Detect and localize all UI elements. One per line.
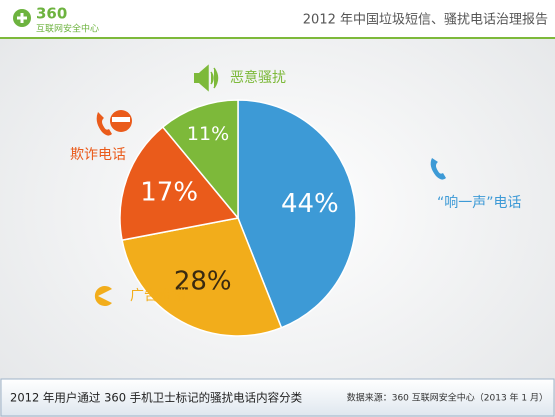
logo-text: 360 bbox=[36, 5, 67, 23]
logo-cross bbox=[17, 13, 27, 23]
pie-slice bbox=[121, 217, 283, 337]
pie-slice bbox=[237, 99, 357, 329]
value-label: 11% bbox=[187, 123, 229, 145]
pie-slice bbox=[119, 126, 240, 241]
chart-title: 2012 年中国垃圾短信、骚扰电话治理报告 bbox=[303, 13, 548, 28]
footer-caption: 2012 年用户通过 360 手机卫士标记的骚扰电话内容分类 bbox=[10, 391, 303, 405]
pie-slice bbox=[161, 99, 239, 221]
value-label: 17% bbox=[140, 178, 198, 208]
phone-icon bbox=[96, 112, 112, 136]
category-label: 广告推销 bbox=[130, 288, 186, 304]
category-label: 欺诈电话 bbox=[70, 147, 126, 163]
speaker-icon bbox=[194, 73, 200, 83]
footer-source: 数据来源：360 互联网安全中心（2013 年 1 月） bbox=[347, 392, 548, 404]
logo-subtitle: 互联网安全中心 bbox=[36, 23, 99, 35]
category-label: “响一声”电话 bbox=[437, 195, 522, 211]
footer-bar bbox=[0, 378, 555, 417]
header-bar bbox=[0, 0, 555, 38]
thief-mask bbox=[112, 117, 130, 122]
value-label: 44% bbox=[281, 189, 339, 219]
speaker-cone bbox=[199, 64, 219, 92]
value-label: 28% bbox=[174, 267, 232, 297]
pie: 44% “响一声”电话 28%广告推销 17% 欺诈电话 11% 恶意骚扰 bbox=[70, 64, 522, 337]
phone-icon bbox=[430, 158, 446, 180]
category-label: 恶意骚扰 bbox=[230, 69, 286, 86]
pacman-icon bbox=[94, 286, 112, 307]
